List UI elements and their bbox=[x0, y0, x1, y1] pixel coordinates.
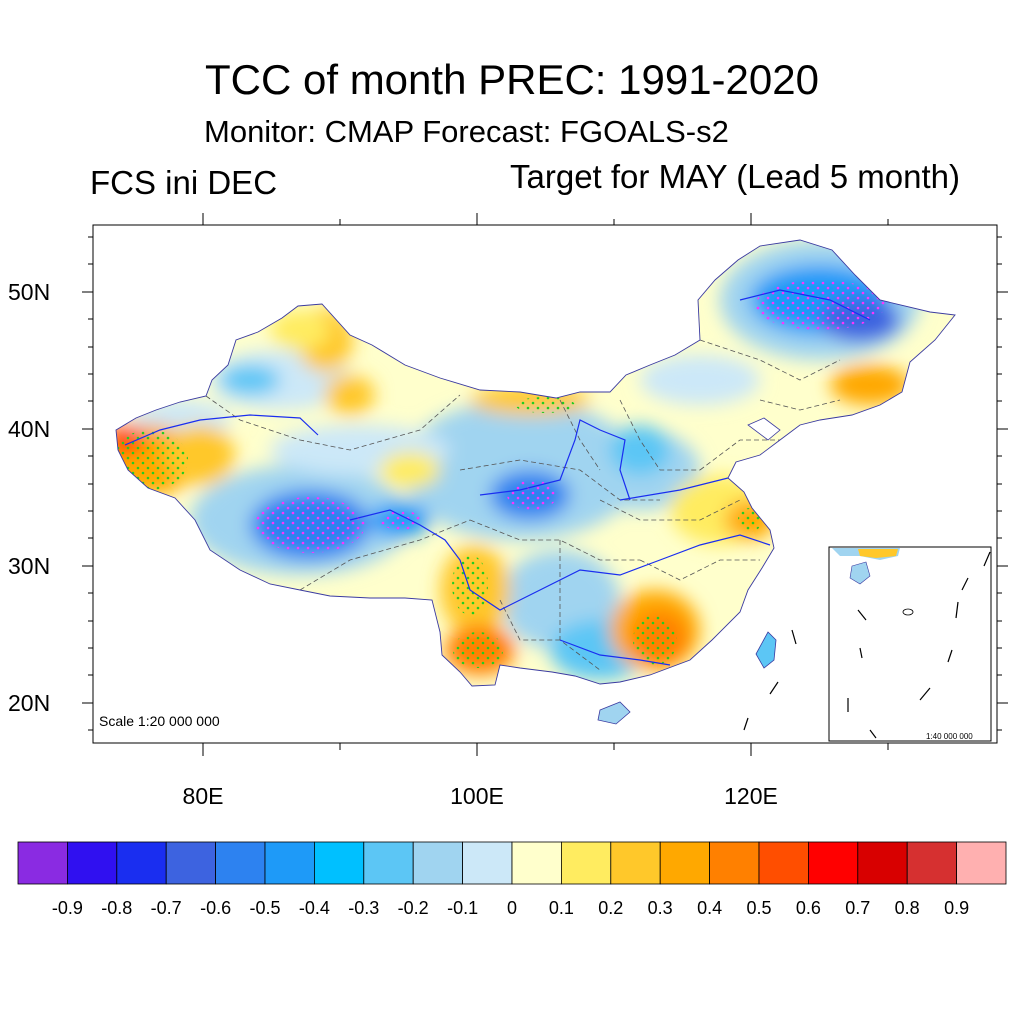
colorbar-swatch bbox=[709, 841, 760, 885]
colorbar-swatch bbox=[758, 841, 809, 885]
colorbar-swatch bbox=[165, 841, 216, 885]
taiwan-island bbox=[755, 631, 777, 669]
colorbar-label: 0.5 bbox=[746, 898, 771, 918]
colorbar-swatch bbox=[412, 841, 464, 885]
colorbar-label: 0.4 bbox=[697, 898, 722, 918]
colorbar-swatch bbox=[610, 841, 661, 885]
colorbar-label: -0.2 bbox=[398, 898, 429, 918]
colorbar-swatch bbox=[264, 841, 315, 885]
colorbar-label: -0.6 bbox=[200, 898, 231, 918]
south-china-sea-inset: 1:40 000 000 bbox=[828, 546, 992, 742]
colorbar-swatch bbox=[116, 841, 167, 885]
nine-dash-line bbox=[743, 629, 797, 731]
hainan-island bbox=[597, 701, 631, 725]
colorbar-label: 0.7 bbox=[845, 898, 870, 918]
lat-ticks bbox=[82, 236, 1008, 731]
forecast-init-label: FCS ini DEC bbox=[90, 164, 278, 201]
target-label: Target for MAY (Lead 5 month) bbox=[510, 158, 960, 195]
lat-label-30n: 30N bbox=[8, 553, 50, 579]
map-title: TCC of month PREC: 1991-2020 bbox=[205, 56, 819, 103]
colorbar-swatch bbox=[808, 841, 859, 885]
colorbar-swatch bbox=[857, 841, 908, 885]
colorbar-swatch bbox=[313, 841, 365, 885]
scale-inset-label: 1:40 000 000 bbox=[926, 732, 973, 741]
colorbar-label: -0.9 bbox=[52, 898, 83, 918]
colorbar-label: -0.8 bbox=[101, 898, 132, 918]
colorbar-swatch bbox=[561, 841, 612, 885]
colorbar-label: 0 bbox=[507, 898, 517, 918]
colorbar-label: 0.1 bbox=[549, 898, 574, 918]
colorbar-swatch bbox=[215, 841, 266, 885]
lat-label-20n: 20N bbox=[8, 690, 50, 716]
map-subtitle: Monitor: CMAP Forecast: FGOALS-s2 bbox=[204, 114, 729, 149]
bohai-coast bbox=[747, 417, 781, 441]
colorbar-label: -0.5 bbox=[249, 898, 280, 918]
lon-ticks bbox=[202, 213, 889, 756]
lat-label-50n: 50N bbox=[8, 279, 50, 305]
colorbar: -0.9 -0.8 -0.7 -0.6 -0.5 -0.4 -0.3 -0.2 -0.1 0 0.1… bbox=[17, 841, 1007, 918]
colorbar-label: -0.1 bbox=[447, 898, 478, 918]
colorbar-swatch bbox=[462, 841, 513, 885]
colorbar-label: 0.3 bbox=[648, 898, 673, 918]
colorbar-label: 0.2 bbox=[598, 898, 623, 918]
colorbar-label: 0.9 bbox=[944, 898, 969, 918]
colorbar-swatch bbox=[363, 841, 414, 885]
lat-label-40n: 40N bbox=[8, 416, 50, 442]
colorbar-swatch bbox=[906, 841, 958, 885]
lon-label-120e: 120E bbox=[724, 783, 778, 809]
colorbar-swatch bbox=[956, 841, 1007, 885]
colorbar-swatch bbox=[659, 841, 711, 885]
colorbar-label: -0.7 bbox=[151, 898, 182, 918]
colorbar-swatch bbox=[17, 841, 68, 885]
lon-label-100e: 100E bbox=[450, 783, 504, 809]
colorbar-swatch bbox=[67, 841, 118, 885]
scale-main-label: Scale 1:20 000 000 bbox=[99, 713, 220, 729]
colorbar-swatch bbox=[511, 841, 562, 885]
colorbar-label: 0.8 bbox=[895, 898, 920, 918]
colorbar-label: -0.4 bbox=[299, 898, 330, 918]
lon-label-80e: 80E bbox=[183, 783, 224, 809]
colorbar-label: -0.3 bbox=[348, 898, 379, 918]
colorbar-label: 0.6 bbox=[796, 898, 821, 918]
